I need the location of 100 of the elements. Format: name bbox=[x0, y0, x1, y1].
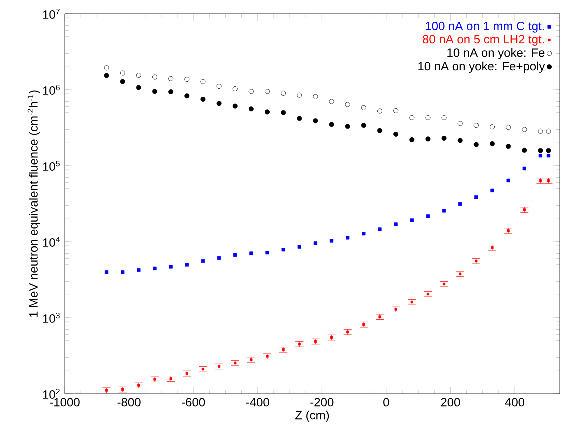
point bbox=[313, 94, 318, 100]
y-tick-label: 10$^{3}$ bbox=[43, 312, 60, 324]
point bbox=[458, 138, 463, 144]
point bbox=[152, 89, 158, 94]
x-tick-label: 400 bbox=[505, 398, 525, 407]
point bbox=[329, 122, 334, 128]
point bbox=[538, 128, 544, 134]
point bbox=[362, 232, 366, 236]
point bbox=[216, 101, 222, 106]
point bbox=[232, 86, 238, 92]
point bbox=[426, 115, 431, 120]
point bbox=[232, 104, 238, 109]
point bbox=[185, 263, 189, 267]
point bbox=[136, 85, 142, 90]
point bbox=[266, 251, 270, 255]
point bbox=[378, 128, 382, 134]
point bbox=[506, 144, 512, 150]
point bbox=[217, 256, 222, 260]
point bbox=[104, 66, 110, 71]
y-tick-label: 10$^{5}$ bbox=[43, 161, 60, 171]
legend-label: 80 nA on 5 cm LH2 tgt. bbox=[423, 35, 544, 46]
point bbox=[265, 89, 270, 94]
point bbox=[313, 118, 318, 124]
point bbox=[120, 79, 126, 84]
point bbox=[169, 265, 173, 269]
point bbox=[152, 74, 158, 80]
point bbox=[153, 266, 157, 271]
point bbox=[345, 102, 350, 108]
point bbox=[426, 214, 430, 218]
point bbox=[490, 188, 494, 192]
y-tick-label: 10$^{7}$ bbox=[43, 9, 60, 19]
y-tick-label: 10$^{4}$ bbox=[43, 237, 60, 247]
point bbox=[538, 148, 544, 154]
point bbox=[474, 123, 479, 128]
y-tick-label: 10$^{6}$ bbox=[43, 84, 60, 96]
point bbox=[378, 228, 382, 232]
point bbox=[329, 99, 334, 104]
point bbox=[546, 154, 551, 158]
point bbox=[506, 125, 512, 130]
point bbox=[120, 70, 126, 76]
y-axis-title: 1 MeV neutron equivalent fluence (cm$^{-2}$h$^{-1}$) bbox=[28, 90, 40, 318]
point bbox=[121, 270, 125, 274]
point bbox=[361, 123, 366, 128]
point bbox=[522, 166, 526, 171]
point bbox=[394, 222, 398, 226]
point bbox=[216, 84, 222, 90]
point bbox=[281, 110, 286, 116]
point bbox=[538, 154, 543, 158]
point bbox=[546, 148, 552, 154]
point bbox=[184, 77, 190, 82]
point bbox=[442, 136, 447, 141]
point bbox=[410, 115, 415, 120]
point bbox=[201, 259, 206, 264]
point bbox=[490, 124, 495, 130]
legend-label: 10 nA on yoke: Fe+poly bbox=[418, 62, 546, 74]
point bbox=[104, 73, 110, 78]
point bbox=[137, 268, 141, 272]
point bbox=[168, 76, 174, 82]
legend-label: 100 nA on 1 mm C tgt. bbox=[426, 22, 544, 33]
point bbox=[458, 121, 463, 126]
point bbox=[250, 252, 254, 256]
point bbox=[394, 132, 399, 137]
point bbox=[361, 105, 366, 110]
point bbox=[298, 245, 302, 249]
point bbox=[410, 218, 414, 222]
point bbox=[282, 248, 286, 252]
point bbox=[330, 239, 334, 243]
x-tick-label: -800 bbox=[118, 398, 141, 407]
point bbox=[265, 110, 270, 115]
point bbox=[490, 141, 495, 146]
point bbox=[426, 136, 431, 142]
point bbox=[297, 116, 302, 122]
point bbox=[458, 202, 462, 206]
x-axis-title: Z (cm) bbox=[296, 410, 330, 422]
point bbox=[346, 236, 350, 240]
point bbox=[281, 90, 286, 96]
x-tick-label: 200 bbox=[441, 398, 460, 407]
point bbox=[314, 242, 318, 246]
point bbox=[442, 209, 446, 213]
x-tick-label: -1000 bbox=[50, 398, 80, 407]
x-tick-label: -600 bbox=[182, 398, 206, 407]
legend-label: 10 nA on yoke: Fe bbox=[448, 48, 545, 60]
point bbox=[442, 115, 447, 120]
point bbox=[522, 148, 528, 153]
point bbox=[248, 89, 254, 94]
point bbox=[184, 94, 190, 99]
point bbox=[546, 128, 552, 134]
point bbox=[345, 124, 350, 130]
point bbox=[104, 270, 109, 274]
point bbox=[234, 253, 238, 257]
point bbox=[394, 108, 399, 114]
point bbox=[200, 79, 206, 84]
point bbox=[136, 73, 142, 78]
point bbox=[410, 137, 415, 142]
point bbox=[168, 90, 174, 95]
point bbox=[474, 142, 479, 148]
x-tick-label: -200 bbox=[310, 398, 334, 407]
point bbox=[474, 196, 478, 200]
point bbox=[200, 96, 206, 102]
point bbox=[506, 178, 510, 183]
